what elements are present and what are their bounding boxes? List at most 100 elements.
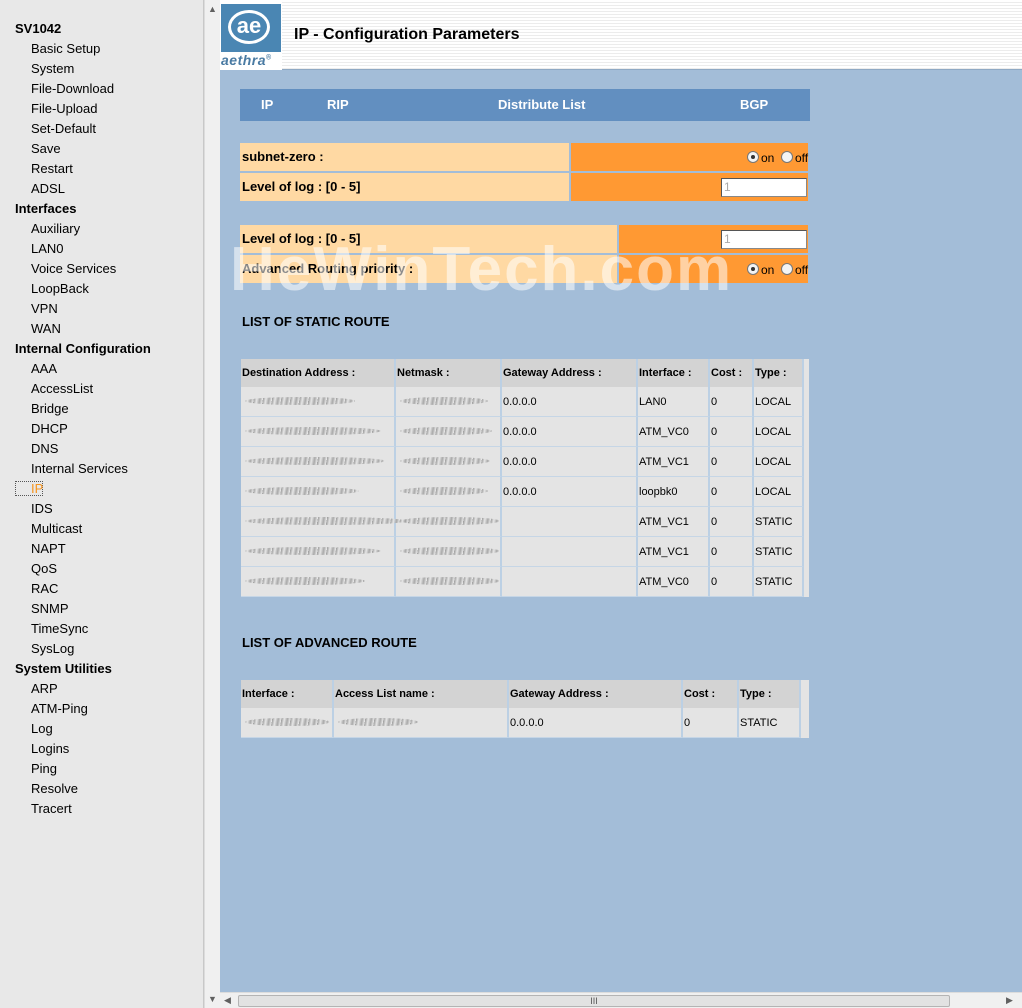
scrollbar-thumb[interactable]: III xyxy=(238,995,950,1007)
log-level-value-cell-2: 1 xyxy=(619,225,808,253)
adv-col-header-type: Type : xyxy=(739,680,801,708)
log-level-value-cell-1: 1 xyxy=(571,173,808,201)
adv-cell-access-list xyxy=(334,708,509,738)
cell-netmask xyxy=(396,387,502,417)
redacted-address xyxy=(400,517,500,525)
horizontal-scrollbar[interactable]: ◀ III ▶ xyxy=(220,992,1022,1008)
log-level-label-1: Level of log : [0 - 5] xyxy=(240,173,569,201)
page-header: ae aethra® IP - Configuration Parameters xyxy=(220,0,1022,70)
redacted-address xyxy=(400,457,490,465)
cell-gateway: 0.0.0.0 xyxy=(502,477,638,507)
cell-interface: LAN0 xyxy=(638,387,710,417)
log-level-row-2: Level of log : [0 - 5] 1 xyxy=(240,225,808,253)
cell-interface: ATM_VC1 xyxy=(638,537,710,567)
nav-item-dhcp[interactable]: DHCP xyxy=(31,421,68,436)
cell-destination xyxy=(241,447,396,477)
advanced-route-title: LIST OF ADVANCED ROUTE xyxy=(242,635,417,650)
col-header-netmask: Netmask : xyxy=(396,359,502,387)
adv-cell-gateway: 0.0.0.0 xyxy=(509,708,683,738)
advanced-route-table: Interface : Access List name : Gateway A… xyxy=(241,680,809,738)
scroll-left-icon[interactable]: ◀ xyxy=(224,995,231,1005)
cell-netmask xyxy=(396,507,502,537)
tab-ip[interactable]: IP xyxy=(261,97,274,112)
adv-col-header-interface: Interface : xyxy=(241,680,334,708)
nav-item-file-download[interactable]: File-Download xyxy=(31,81,115,96)
subnet-zero-row: subnet-zero : on off xyxy=(240,143,808,171)
adv-routing-off-label: off xyxy=(795,263,809,277)
nav-item-save[interactable]: Save xyxy=(31,141,61,156)
redacted-address xyxy=(245,577,365,585)
cell-destination xyxy=(241,567,396,597)
scroll-right-icon[interactable]: ▶ xyxy=(1006,995,1013,1005)
nav-item-adsl[interactable]: ADSL xyxy=(31,181,65,196)
nav-item-ip[interactable]: IP xyxy=(15,481,43,496)
nav-item-ping[interactable]: Ping xyxy=(31,761,58,776)
col-header-interface: Interface : xyxy=(638,359,710,387)
nav-item-log[interactable]: Log xyxy=(31,721,53,736)
nav-item-aaa[interactable]: AAA xyxy=(31,361,58,376)
nav-item-auxiliary[interactable]: Auxiliary xyxy=(31,221,81,236)
scroll-up-icon[interactable]: ▲ xyxy=(208,4,217,14)
nav-item-rac[interactable]: RAC xyxy=(31,581,59,596)
nav-item-tracert[interactable]: Tracert xyxy=(31,801,72,816)
tab-rip[interactable]: RIP xyxy=(327,97,349,112)
log-level-input-1[interactable]: 1 xyxy=(721,178,807,197)
nav-item-accesslist[interactable]: AccessList xyxy=(31,381,94,396)
nav-item-voice-services[interactable]: Voice Services xyxy=(31,261,117,276)
nav-item-syslog[interactable]: SysLog xyxy=(31,641,75,656)
nav-item-restart[interactable]: Restart xyxy=(31,161,73,176)
nav-item-ids[interactable]: IDS xyxy=(31,501,53,516)
cell-cost: 0 xyxy=(710,567,754,597)
nav-item-internal-services[interactable]: Internal Services xyxy=(31,461,128,476)
nav-item-snmp[interactable]: SNMP xyxy=(31,601,69,616)
nav-item-timesync[interactable]: TimeSync xyxy=(31,621,89,636)
nav-item-dns[interactable]: DNS xyxy=(31,441,59,456)
logo-mark: ae xyxy=(228,10,270,44)
adv-routing-off-radio[interactable] xyxy=(781,263,793,275)
nav-basic-setup[interactable]: Basic Setup xyxy=(31,41,101,56)
nav-item-lan0[interactable]: LAN0 xyxy=(31,241,64,256)
nav-item-set-default[interactable]: Set-Default xyxy=(31,121,97,136)
nav-item-napt[interactable]: NAPT xyxy=(31,541,66,556)
log-level-input-2[interactable]: 1 xyxy=(721,230,807,249)
nav-item-loopback[interactable]: LoopBack xyxy=(31,281,89,296)
main-content: ae aethra® IP - Configuration Parameters… xyxy=(220,0,1022,992)
nav-item-vpn[interactable]: VPN xyxy=(31,301,58,316)
redacted-address xyxy=(245,517,407,525)
adv-col-header-cost: Cost : xyxy=(683,680,739,708)
nav-item-file-upload[interactable]: File-Upload xyxy=(31,101,98,116)
cell-type: LOCAL xyxy=(754,417,804,447)
log-level-row-1: Level of log : [0 - 5] 1 xyxy=(240,173,808,201)
col-header-destination: Destination Address : xyxy=(241,359,396,387)
redacted-address xyxy=(400,487,488,495)
col-header-type: Type : xyxy=(754,359,804,387)
subnet-zero-on-radio[interactable] xyxy=(747,151,759,163)
cell-gateway: 0.0.0.0 xyxy=(502,417,638,447)
subnet-zero-off-radio[interactable] xyxy=(781,151,793,163)
nav-item-qos[interactable]: QoS xyxy=(31,561,58,576)
nav-item-wan[interactable]: WAN xyxy=(31,321,61,336)
nav-group-internal-config: Internal Configuration xyxy=(15,341,151,356)
nav-item-resolve[interactable]: Resolve xyxy=(31,781,78,796)
cell-destination xyxy=(241,387,396,417)
tab-distribute-list[interactable]: Distribute List xyxy=(498,97,586,112)
adv-routing-on-radio[interactable] xyxy=(747,263,759,275)
cell-cost: 0 xyxy=(710,447,754,477)
cell-gateway xyxy=(502,567,638,597)
nav-item-bridge[interactable]: Bridge xyxy=(31,401,69,416)
cell-interface: ATM_VC1 xyxy=(638,447,710,477)
cell-gateway: 0.0.0.0 xyxy=(502,387,638,417)
cell-cost: 0 xyxy=(710,387,754,417)
nav-scrollbar[interactable]: ▲ ▼ xyxy=(204,0,220,1008)
cell-destination xyxy=(241,507,407,537)
scroll-down-icon[interactable]: ▼ xyxy=(208,994,217,1004)
nav-group-system-utilities: System Utilities xyxy=(15,661,112,676)
nav-item-multicast[interactable]: Multicast xyxy=(31,521,83,536)
nav-item-logins[interactable]: Logins xyxy=(31,741,70,756)
tab-bgp[interactable]: BGP xyxy=(740,97,769,112)
cell-netmask xyxy=(396,417,502,447)
nav-sidebar: SV1042 Basic Setup System File-Download … xyxy=(0,0,204,1008)
nav-item-arp[interactable]: ARP xyxy=(31,681,58,696)
nav-item-system[interactable]: System xyxy=(31,61,75,76)
nav-item-atm-ping[interactable]: ATM-Ping xyxy=(31,701,88,716)
